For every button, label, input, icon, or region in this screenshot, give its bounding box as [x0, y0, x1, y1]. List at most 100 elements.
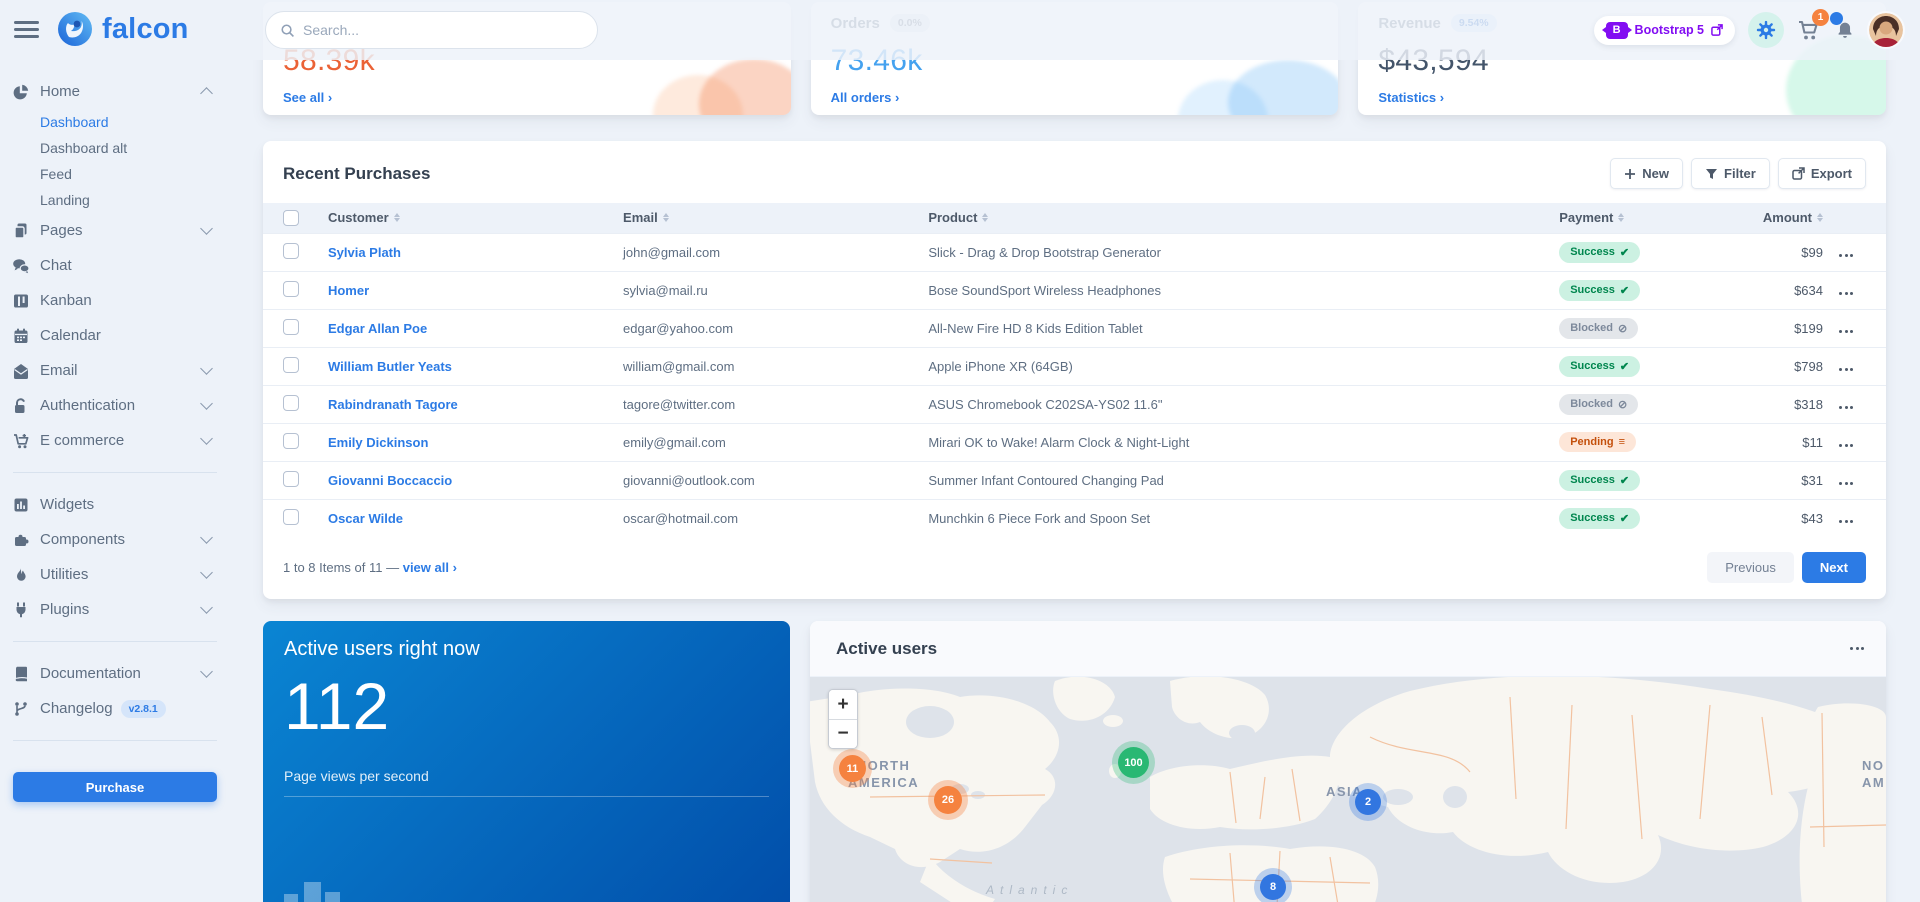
purchases-table: Customer Email Product Payment Amount Sy… — [263, 203, 1886, 537]
search-box[interactable] — [265, 11, 598, 49]
sidebar-item-authentication[interactable]: Authentication — [13, 388, 217, 423]
export-button[interactable]: Export — [1777, 158, 1866, 189]
email-cell: william@gmail.com — [623, 358, 735, 374]
chevron-up-icon — [200, 87, 213, 100]
table-row: Sylvia Plath john@gmail.com Slick - Drag… — [263, 233, 1886, 271]
payment-badge: Success ✔ — [1559, 507, 1641, 529]
row-menu-button[interactable] — [1839, 329, 1853, 333]
map-marker[interactable]: 26 — [934, 786, 962, 814]
bar — [325, 892, 340, 902]
settings-button[interactable] — [1748, 12, 1784, 48]
sidebar-item-plugins[interactable]: Plugins — [13, 592, 217, 627]
sidebar-item-calendar[interactable]: Calendar — [13, 318, 217, 353]
bell-icon — [1838, 22, 1852, 38]
sidebar-item-landing[interactable]: Landing — [40, 192, 90, 208]
row-checkbox[interactable] — [283, 470, 299, 487]
row-checkbox[interactable] — [283, 356, 299, 373]
map-marker[interactable]: 8 — [1260, 874, 1286, 900]
product-cell: Mirari OK to Wake! Alarm Clock & Night-L… — [928, 434, 1190, 450]
customer-link[interactable]: Sylvia Plath — [327, 244, 401, 260]
statistics-link[interactable]: Statistics › — [1378, 90, 1445, 105]
sidebar-item-ecommerce[interactable]: E commerce — [13, 423, 217, 458]
column-header-email[interactable]: Email — [623, 210, 912, 225]
code-branch-icon — [13, 701, 40, 717]
map-label-asia: ASIA — [1326, 784, 1364, 799]
sidebar-item-home[interactable]: Home — [13, 74, 217, 109]
search-input[interactable] — [303, 22, 563, 38]
row-menu-button[interactable] — [1839, 405, 1853, 409]
filter-button[interactable]: Filter — [1691, 158, 1770, 189]
row-menu-button[interactable] — [1839, 253, 1853, 257]
column-header-amount[interactable]: Amount — [1753, 210, 1823, 225]
lock-open-icon — [13, 397, 40, 414]
select-all-checkbox[interactable] — [283, 210, 299, 227]
bootstrap-version-badge[interactable]: B Bootstrap 5 — [1593, 15, 1735, 45]
customer-link[interactable]: Giovanni Boccaccio — [327, 472, 453, 488]
divider — [13, 740, 217, 741]
map-marker[interactable]: 11 — [839, 755, 866, 782]
row-checkbox[interactable] — [283, 318, 299, 335]
see-all-link[interactable]: See all › — [283, 90, 333, 105]
chevron-right-icon: › — [894, 90, 900, 105]
zoom-out-button[interactable]: − — [829, 719, 857, 748]
card-menu-button[interactable] — [1850, 647, 1864, 650]
envelope-icon — [13, 363, 40, 379]
ban-icon: ⊘ — [1617, 398, 1628, 411]
notifications-button[interactable] — [1830, 12, 1856, 41]
hamburger-menu-button[interactable] — [14, 21, 39, 42]
sidebar-item-components[interactable]: Components — [13, 522, 217, 557]
row-menu-button[interactable] — [1839, 367, 1853, 371]
sidebar-item-documentation[interactable]: Documentation — [13, 656, 217, 691]
column-header-product[interactable]: Product — [928, 210, 1543, 225]
avatar[interactable] — [1869, 13, 1903, 47]
sidebar-item-chat[interactable]: Chat — [13, 248, 217, 283]
customer-link[interactable]: William Butler Yeats — [327, 358, 452, 374]
next-button[interactable]: Next — [1801, 552, 1866, 583]
sidebar-item-changelog[interactable]: Changelog v2.8.1 — [13, 691, 217, 726]
row-menu-button[interactable] — [1839, 443, 1853, 447]
customer-link[interactable]: Edgar Allan Poe — [327, 320, 428, 336]
chevron-right-icon: › — [327, 90, 333, 105]
row-menu-button[interactable] — [1839, 481, 1853, 485]
sidebar-item-pages[interactable]: Pages — [13, 213, 217, 248]
row-menu-button[interactable] — [1839, 519, 1853, 523]
sidebar-item-feed[interactable]: Feed — [40, 166, 72, 182]
view-all-link[interactable]: view all › — [402, 560, 457, 575]
sidebar-item-email[interactable]: Email — [13, 353, 217, 388]
sidebar-item-kanban[interactable]: Kanban — [13, 283, 217, 318]
new-button[interactable]: New — [1610, 158, 1684, 189]
customer-link[interactable]: Emily Dickinson — [327, 434, 429, 450]
sidebar-item-dashboard[interactable]: Dashboard — [40, 114, 109, 130]
map-marker[interactable]: 100 — [1118, 747, 1149, 778]
column-header-customer[interactable]: Customer — [328, 210, 607, 225]
customer-link[interactable]: Oscar Wilde — [327, 510, 403, 526]
sidebar-item-utilities[interactable]: Utilities — [13, 557, 217, 592]
row-menu-button[interactable] — [1839, 291, 1853, 295]
column-header-payment[interactable]: Payment — [1559, 210, 1736, 225]
row-checkbox[interactable] — [283, 394, 299, 411]
page-views-bar-chart — [263, 856, 790, 902]
row-checkbox[interactable] — [283, 280, 299, 297]
row-checkbox[interactable] — [283, 432, 299, 449]
amount-cell: $199 — [1794, 320, 1823, 336]
previous-button[interactable]: Previous — [1707, 552, 1794, 583]
email-cell: sylvia@mail.ru — [623, 282, 708, 298]
world-map-graphic — [810, 677, 1886, 902]
row-checkbox[interactable] — [283, 508, 299, 525]
map-marker[interactable]: 2 — [1355, 789, 1381, 815]
sort-icon — [1817, 213, 1823, 223]
sidebar-item-dashboard-alt[interactable]: Dashboard alt — [40, 140, 128, 156]
sidebar-item-widgets[interactable]: Widgets — [13, 487, 217, 522]
purchase-button[interactable]: Purchase — [13, 772, 217, 802]
zoom-in-button[interactable]: + — [829, 690, 857, 719]
cart-button[interactable]: 1 — [1797, 9, 1829, 42]
email-cell: tagore@twitter.com — [623, 396, 736, 412]
customer-link[interactable]: Homer — [327, 282, 370, 298]
brand-logo[interactable]: falcon — [56, 10, 189, 48]
all-orders-link[interactable]: All orders › — [830, 90, 900, 105]
divider — [13, 472, 217, 473]
customer-link[interactable]: Rabindranath Tagore — [327, 396, 458, 412]
row-checkbox[interactable] — [283, 242, 299, 259]
